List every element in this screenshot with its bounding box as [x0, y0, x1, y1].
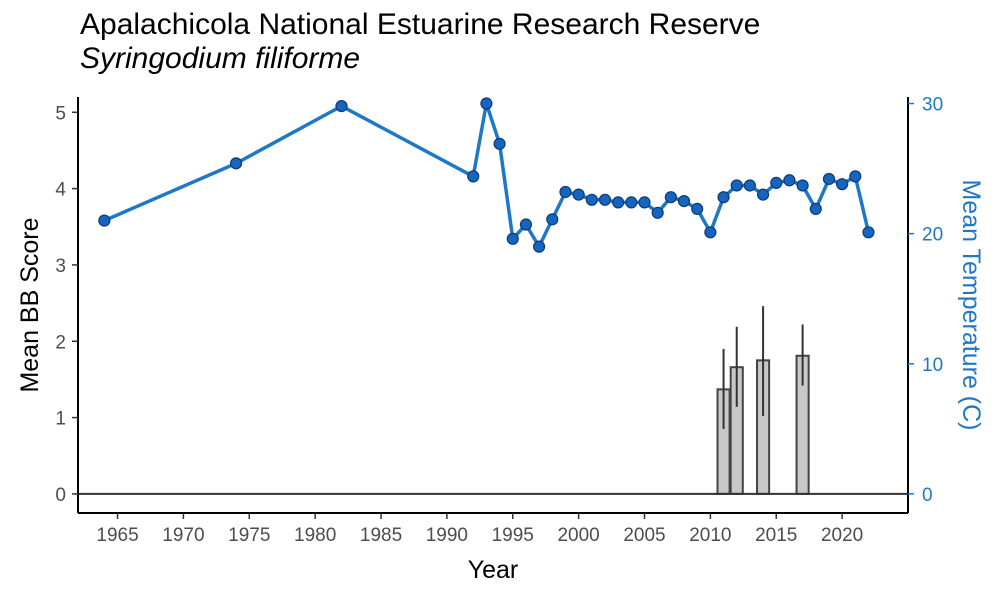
temperature-point: [335, 100, 348, 113]
x-tick-label: 1980: [294, 525, 336, 546]
temperature-point: [730, 179, 743, 192]
temperature-point: [770, 176, 783, 189]
x-tick-label: 2000: [557, 525, 599, 546]
temperature-point: [756, 188, 770, 201]
y-right-tick-label: 0: [922, 485, 933, 506]
temperature-line: [103, 101, 871, 249]
temperature-point: [229, 157, 243, 170]
y-right-tick-label: 20: [922, 225, 943, 246]
temperature-point: [480, 97, 493, 110]
x-tick-label: 1965: [96, 525, 138, 546]
temperature-point: [598, 193, 612, 206]
temperature-point: [585, 193, 598, 206]
temperature-point: [862, 226, 875, 239]
x-tick-label: 1990: [426, 525, 468, 546]
temperature-point: [849, 170, 862, 183]
temperature-point: [743, 179, 757, 192]
temperature-point: [836, 178, 849, 191]
temperature-point: [796, 179, 809, 192]
temperature-line-layer: [98, 97, 875, 253]
y-tick-label: 0: [55, 485, 66, 506]
x-axis-title: Year: [468, 556, 519, 584]
x-tick-label: 2015: [755, 525, 797, 546]
chart-title: Apalachicola National Estuarine Research…: [80, 8, 761, 41]
temperature-point: [822, 172, 836, 186]
temperature-point: [704, 226, 717, 239]
y-right-tick-label: 30: [922, 95, 943, 116]
y-tick-label: 1: [55, 409, 66, 430]
x-tick-label: 1975: [228, 525, 270, 546]
x-tick-label: 1985: [360, 525, 402, 546]
temperature-point: [691, 202, 704, 216]
temperature-point: [98, 214, 111, 227]
y-axis-right-title: Mean Temperature (C): [957, 179, 985, 430]
temperature-point: [546, 213, 559, 226]
temperature-point: [783, 174, 796, 187]
y-tick-label: 4: [55, 180, 66, 201]
x-tick-label: 2010: [689, 525, 731, 546]
x-tick-label: 2020: [821, 525, 863, 546]
temperature-point: [519, 218, 533, 231]
temperature-point: [717, 191, 730, 204]
y-right-tick-label: 10: [922, 355, 943, 376]
temperature-point: [809, 202, 822, 216]
x-tick-label: 1970: [162, 525, 204, 546]
x-tick-label: 1995: [492, 525, 534, 546]
temperature-point: [677, 194, 691, 208]
y-tick-label: 3: [55, 256, 66, 277]
temperature-point: [664, 191, 677, 204]
bars-layer: [716, 306, 810, 495]
y-tick-label: 2: [55, 332, 66, 353]
temperature-point: [651, 206, 664, 219]
x-tick-label: 2005: [623, 525, 665, 546]
temperature-point: [612, 196, 625, 209]
temperature-point: [506, 232, 519, 245]
temperature-point: [467, 170, 480, 183]
temperature-point: [572, 188, 585, 201]
temperature-point: [638, 196, 651, 209]
chart-subtitle: Syringodium filiforme: [80, 42, 361, 75]
y-axis-title: Mean BB Score: [16, 217, 44, 392]
temperature-point: [625, 196, 638, 209]
temperature-point: [559, 185, 572, 199]
axes-layer: 0 1 2 3 4 5 0 10 20 30 1965 1970 1975 1980 1985 1990 199…: [55, 95, 943, 546]
temperature-point: [533, 240, 546, 253]
temperature-point: [493, 137, 506, 150]
y-tick-label: 5: [55, 103, 66, 124]
